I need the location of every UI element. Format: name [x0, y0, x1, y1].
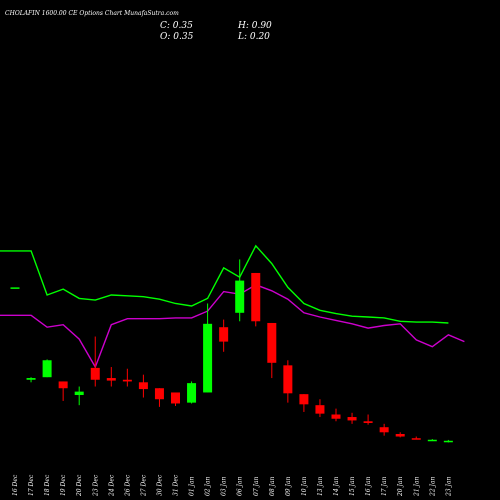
x-tick-label: 23 Jan [445, 476, 452, 497]
candle-body [171, 392, 180, 404]
candle-body [235, 280, 245, 313]
open-value: O: 0.35 [160, 32, 194, 42]
candle-24-dec [106, 367, 116, 387]
x-tick-label: 03 Jan [221, 476, 228, 496]
candle-06-jan [235, 259, 245, 322]
candle-22-jan [427, 439, 437, 442]
x-tick-label: 15 Jan [349, 476, 356, 496]
x-tick-label: 30 Dec [156, 474, 163, 496]
x-tick-label: 09 Jan [285, 476, 292, 496]
candle-01-jan [187, 381, 197, 404]
x-tick-label: 22 Jan [429, 476, 436, 497]
x-tick-label: 07 Jan [253, 476, 260, 496]
candle-18-dec [42, 359, 52, 378]
candle-13-jan [315, 399, 325, 418]
candle-body [203, 323, 213, 393]
x-tick-label: 23 Dec [92, 474, 99, 497]
candle-body [363, 421, 373, 423]
candle-body [122, 379, 132, 382]
candle-16-dec [10, 287, 20, 289]
x-tick-label: 26 Dec [124, 474, 131, 497]
candle-15-jan [347, 412, 357, 424]
candle-body [219, 327, 229, 342]
x-axis-ticks: 16 Dec 17 Dec 18 Dec 19 Dec 20 Dec 23 Dec 24 D… [12, 474, 452, 497]
candle-body [299, 394, 309, 405]
x-tick-label: 13 Jan [317, 476, 324, 496]
candle-19-dec [58, 381, 68, 401]
x-tick-label: 20 Dec [76, 474, 83, 497]
x-tick-label: 27 Dec [140, 474, 147, 497]
candle-08-jan [267, 322, 277, 379]
candle-07-jan [251, 272, 261, 327]
candle-16-jan [363, 414, 373, 425]
candle-body [90, 367, 100, 380]
x-tick-label: 24 Dec [108, 474, 115, 497]
candle-body [443, 440, 453, 443]
candle-31-dec [171, 392, 180, 407]
candle-17-dec [26, 377, 36, 383]
x-tick-label: 16 Jan [365, 476, 372, 496]
x-tick-label: 17 Dec [28, 474, 35, 496]
candle-body [10, 287, 20, 289]
candle-21-jan [411, 436, 421, 440]
x-tick-label: 19 Dec [60, 474, 67, 496]
x-tick-label: 06 Jan [237, 476, 244, 496]
candle-body [283, 365, 293, 394]
candle-20-dec [74, 386, 84, 406]
candle-body [42, 360, 52, 378]
candle-23-jan [443, 439, 453, 443]
candle-09-jan [283, 360, 293, 403]
candle-body [154, 388, 164, 400]
ma-line-2 [0, 284, 465, 369]
candle-body [395, 433, 405, 437]
x-tick-label: 18 Dec [44, 474, 51, 496]
x-tick-label: 08 Jan [269, 476, 276, 496]
candle-body [427, 439, 437, 442]
x-tick-label: 02 Jan [205, 476, 212, 496]
candle-body [58, 381, 68, 389]
candle-23-dec [90, 336, 100, 387]
candle-30-dec [154, 388, 164, 407]
candle-26-dec [122, 368, 132, 387]
candle-02-jan [203, 303, 213, 393]
candle-body [347, 417, 357, 421]
x-tick-label: 20 Jan [397, 476, 404, 497]
candle-body [411, 438, 421, 440]
candle-body [138, 382, 148, 390]
candle-body [267, 322, 277, 363]
x-tick-label: 21 Jan [413, 476, 420, 497]
candle-17-jan [379, 423, 389, 436]
ma-line-1 [0, 244, 449, 324]
candle-body [315, 405, 325, 414]
candle-14-jan [331, 408, 341, 422]
x-tick-label: 10 Jan [301, 476, 308, 496]
moving-average-lines [0, 244, 465, 369]
candle-body [187, 383, 197, 403]
candle-body [106, 378, 116, 381]
x-tick-label: 17 Jan [381, 476, 388, 496]
candle-03-jan [219, 319, 229, 352]
candle-body [331, 414, 341, 419]
candle-body [74, 391, 84, 396]
x-tick-label: 14 Jan [333, 476, 340, 496]
candle-10-jan [299, 394, 309, 412]
x-tick-label: 01 Jan [189, 476, 196, 496]
low-value: L: 0.20 [237, 32, 270, 42]
x-tick-label: 16 Dec [12, 474, 19, 496]
close-value: C: 0.35 [160, 21, 193, 31]
candle-body [379, 427, 389, 433]
chart-title: CHOLAFIN 1600.00 CE Options Chart Munafa… [5, 10, 179, 17]
candlesticks [10, 259, 453, 443]
high-value: H: 0.90 [237, 21, 272, 31]
candle-body [251, 272, 261, 322]
candle-body [26, 378, 36, 380]
candle-27-dec [138, 374, 148, 398]
candle-20-jan [395, 432, 405, 438]
x-tick-label: 31 Dec [173, 474, 180, 496]
